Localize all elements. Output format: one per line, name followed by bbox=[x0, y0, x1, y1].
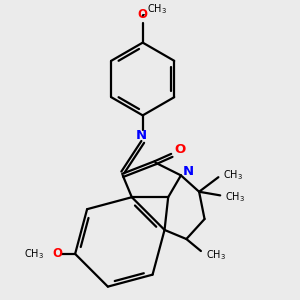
Text: CH$_3$: CH$_3$ bbox=[24, 247, 44, 261]
Text: O: O bbox=[52, 248, 62, 260]
Text: O: O bbox=[175, 143, 186, 156]
Text: CH$_3$: CH$_3$ bbox=[147, 2, 167, 16]
Text: CH$_3$: CH$_3$ bbox=[223, 169, 243, 182]
Text: N: N bbox=[135, 129, 146, 142]
Text: CH$_3$: CH$_3$ bbox=[206, 248, 226, 262]
Text: CH$_3$: CH$_3$ bbox=[225, 190, 244, 204]
Text: N: N bbox=[183, 165, 194, 178]
Text: O: O bbox=[138, 8, 148, 21]
